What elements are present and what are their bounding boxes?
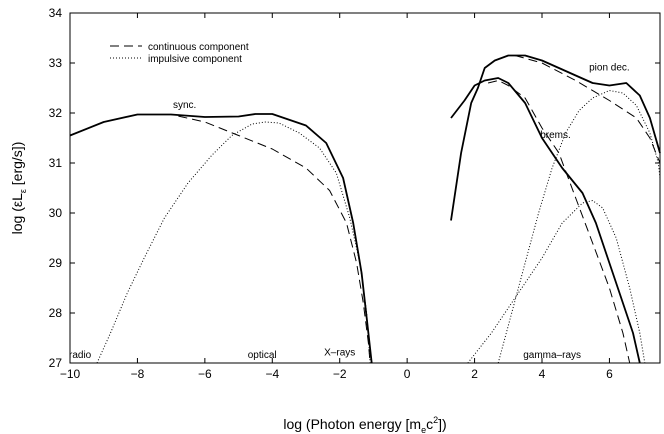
annotation-5: X–rays bbox=[324, 348, 355, 359]
x-tick-label-0: −10 bbox=[60, 367, 81, 381]
series-line-1 bbox=[487, 80, 631, 364]
legend: continuous component impulsive component bbox=[110, 42, 249, 65]
y-tick-label-0: 27 bbox=[49, 356, 63, 370]
series-line-3 bbox=[96, 121, 371, 364]
plot-frame bbox=[69, 12, 661, 364]
y-tick-label-2: 29 bbox=[49, 256, 63, 270]
y-tick-label-1: 28 bbox=[49, 306, 63, 320]
legend-label-continuous: continuous component bbox=[148, 42, 249, 53]
y-tick-label-6: 33 bbox=[49, 56, 63, 70]
series-line-6 bbox=[69, 113, 373, 364]
x-axis-title: log (Photon energy [mec2]) bbox=[283, 415, 446, 434]
series-line-8 bbox=[450, 54, 661, 221]
x-tick-label-3: −4 bbox=[265, 367, 279, 381]
y-tick-label-7: 34 bbox=[49, 6, 63, 20]
annotation-1: brems. bbox=[540, 130, 571, 141]
series-line-2 bbox=[514, 55, 661, 164]
legend-label-impulsive: impulsive component bbox=[148, 54, 242, 65]
series-line-5 bbox=[497, 90, 661, 364]
y-axis-title: log (εLε [erg/s]) bbox=[9, 142, 28, 235]
annotations: sync. brems. pion dec. radio optical X–rays ga… bbox=[69, 63, 630, 362]
y-tick-label-5: 32 bbox=[49, 106, 63, 120]
x-tick-label-1: −8 bbox=[131, 367, 145, 381]
annotation-4: optical bbox=[248, 350, 277, 361]
x-tick-label-7: 4 bbox=[539, 367, 546, 381]
x-tick-label-4: −2 bbox=[333, 367, 347, 381]
series-line-0 bbox=[69, 114, 371, 364]
y-tick-label-4: 31 bbox=[49, 156, 63, 170]
annotation-3: radio bbox=[69, 350, 92, 361]
y-tick-label-3: 30 bbox=[49, 206, 63, 220]
series-group bbox=[69, 54, 661, 364]
x-tick-label-8: 6 bbox=[606, 367, 613, 381]
series-line-4 bbox=[467, 200, 646, 364]
annotation-6: gamma–rays bbox=[523, 350, 581, 361]
axis-ticks: −10 −8 −6 −4 −2 0 2 4 6 27 28 29 30 31 32 33 34 bbox=[49, 6, 660, 381]
x-tick-label-6: 2 bbox=[471, 367, 478, 381]
x-tick-label-5: 0 bbox=[404, 367, 411, 381]
annotation-0: sync. bbox=[173, 100, 196, 111]
series-line-7 bbox=[450, 77, 641, 364]
x-tick-label-2: −6 bbox=[198, 367, 212, 381]
annotation-2: pion dec. bbox=[589, 63, 630, 74]
